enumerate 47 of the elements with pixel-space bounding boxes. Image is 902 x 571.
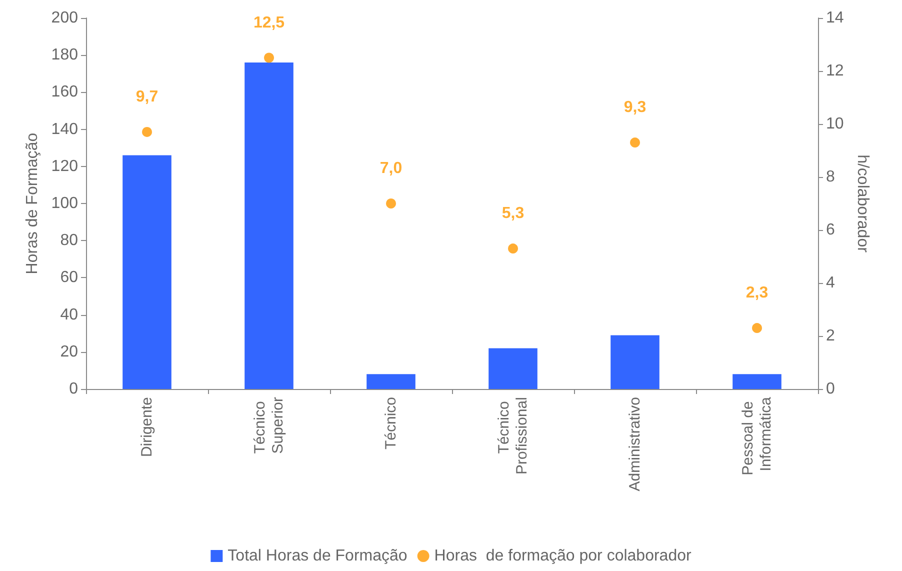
- data-label: 12,5: [253, 14, 285, 32]
- legend-label: Total Horas de Formação: [228, 548, 408, 564]
- y-tick-label: 0: [69, 380, 78, 398]
- y2-tick-label: 0: [826, 380, 835, 398]
- x-tick-label: Técnico: [382, 397, 400, 450]
- y2-tick-label: 6: [826, 222, 835, 238]
- bar: [488, 348, 538, 389]
- point: [386, 198, 396, 208]
- y-tick-label: 180: [51, 46, 78, 64]
- point: [630, 138, 640, 148]
- data-label: 2,3: [746, 284, 768, 302]
- bar: [244, 62, 294, 389]
- x-tick-label: Administrativo: [626, 397, 644, 492]
- y2-tick-label: 8: [826, 168, 835, 186]
- x-tick-label: Dirigente: [138, 397, 156, 458]
- point: [752, 323, 762, 334]
- y-tick-label: 20: [60, 343, 78, 360]
- legend-label: Horas de formação por colaborador: [434, 548, 692, 564]
- y-tick-label: 100: [51, 195, 78, 212]
- bar: [122, 155, 172, 389]
- y-tick-label: 120: [51, 158, 78, 175]
- x-tick-label: Pessoal de Informática: [740, 396, 774, 476]
- y-tick-label: 60: [60, 269, 78, 286]
- y2-axis-title: h/colaborador: [854, 154, 872, 254]
- data-label: 7,0: [380, 160, 402, 177]
- data-label: 9,3: [624, 99, 646, 116]
- x-tick-label: Técnico Profissional: [496, 397, 530, 475]
- bar: [732, 374, 782, 389]
- y-tick-label: 140: [51, 120, 78, 138]
- x-tick-label: Técnico Superior: [252, 397, 286, 454]
- bar: [610, 335, 660, 389]
- y2-tick-label: 12: [826, 62, 844, 80]
- y2-tick-label: 4: [826, 274, 835, 292]
- y-axis-title: Horas de Formação: [24, 132, 41, 274]
- y-tick-label: 40: [60, 306, 78, 324]
- point: [264, 52, 274, 63]
- point: [142, 126, 152, 137]
- y-tick-label: 80: [60, 232, 78, 250]
- point: [508, 244, 518, 254]
- data-label: 5,3: [502, 205, 524, 222]
- y2-tick-label: 10: [826, 116, 844, 132]
- y2-tick-label: 2: [826, 328, 835, 344]
- y-tick-label: 200: [51, 10, 78, 26]
- y-tick-label: 160: [51, 84, 78, 101]
- bar: [366, 374, 416, 389]
- y2-tick-label: 14: [826, 10, 844, 26]
- data-label: 9,7: [136, 88, 158, 106]
